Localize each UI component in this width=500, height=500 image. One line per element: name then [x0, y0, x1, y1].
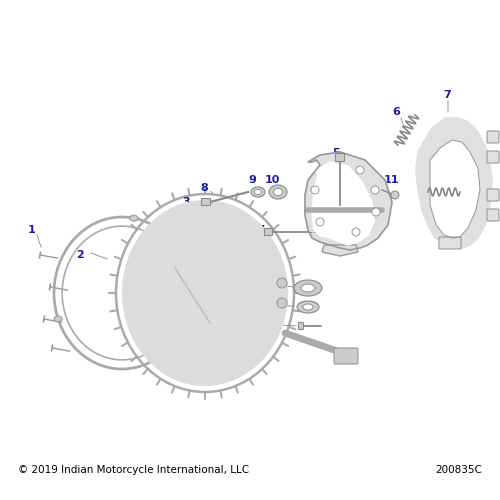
Circle shape [372, 208, 380, 216]
Text: 10: 10 [265, 175, 280, 185]
Text: 6: 6 [392, 107, 400, 117]
Polygon shape [416, 118, 492, 248]
Ellipse shape [269, 185, 287, 199]
Circle shape [316, 218, 324, 226]
Text: 5: 5 [332, 148, 340, 158]
Text: 11: 11 [384, 175, 400, 185]
Ellipse shape [294, 280, 322, 296]
Text: 4: 4 [258, 225, 266, 235]
Circle shape [277, 278, 287, 288]
FancyBboxPatch shape [334, 348, 358, 364]
Ellipse shape [54, 316, 62, 322]
Circle shape [352, 228, 360, 236]
FancyBboxPatch shape [487, 209, 499, 221]
Circle shape [371, 186, 379, 194]
Ellipse shape [301, 284, 315, 292]
FancyBboxPatch shape [202, 198, 210, 205]
Text: 9: 9 [248, 175, 256, 185]
Ellipse shape [130, 215, 138, 221]
Ellipse shape [303, 304, 313, 310]
Text: © 2019 Indian Motorcycle International, LLC: © 2019 Indian Motorcycle International, … [18, 465, 249, 475]
Text: 7: 7 [443, 90, 451, 100]
Polygon shape [322, 245, 358, 256]
Ellipse shape [123, 201, 287, 385]
Ellipse shape [251, 187, 265, 197]
Ellipse shape [254, 190, 262, 194]
FancyBboxPatch shape [487, 131, 499, 143]
Polygon shape [312, 162, 374, 245]
Text: 3: 3 [182, 197, 190, 207]
FancyBboxPatch shape [264, 228, 272, 235]
FancyBboxPatch shape [487, 189, 499, 201]
Circle shape [277, 298, 287, 308]
Polygon shape [430, 140, 480, 238]
FancyBboxPatch shape [439, 237, 461, 249]
Polygon shape [305, 152, 392, 250]
FancyBboxPatch shape [336, 154, 344, 162]
Circle shape [356, 166, 364, 174]
Text: 8: 8 [200, 183, 208, 193]
FancyBboxPatch shape [487, 151, 499, 163]
Ellipse shape [274, 188, 282, 196]
Ellipse shape [170, 339, 178, 345]
Text: 1: 1 [28, 225, 36, 235]
Ellipse shape [297, 301, 319, 313]
Text: 2: 2 [76, 250, 84, 260]
Text: 13: 13 [268, 282, 283, 292]
Circle shape [311, 186, 319, 194]
Text: 9: 9 [268, 302, 276, 312]
Text: 200835C: 200835C [435, 465, 482, 475]
Text: 12: 12 [268, 321, 283, 331]
FancyBboxPatch shape [298, 322, 304, 330]
Circle shape [391, 191, 399, 199]
